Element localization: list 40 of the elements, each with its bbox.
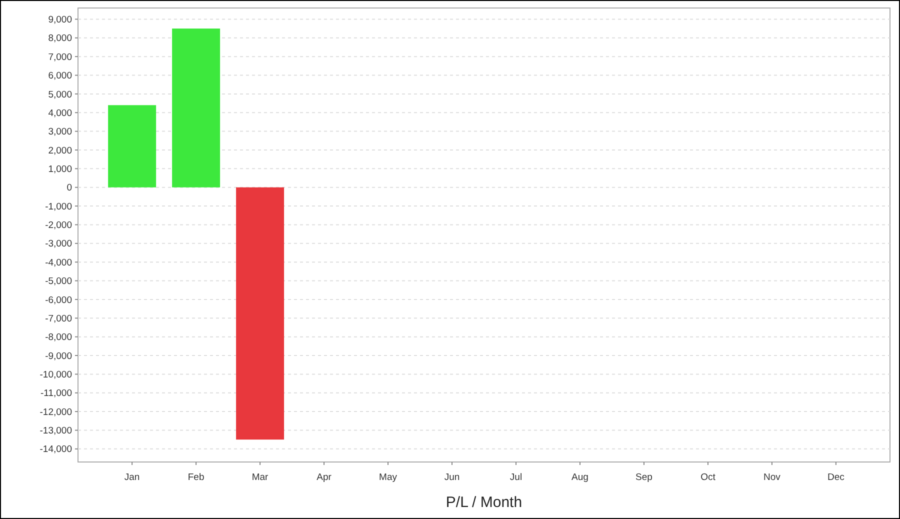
y-tick-label: -10,000 (40, 370, 72, 381)
y-tick-label: -9,000 (45, 350, 72, 362)
y-tick-label: 5,000 (48, 89, 72, 100)
x-axis-title: P/L / Month (446, 494, 522, 511)
x-tick-label: Feb (188, 472, 204, 483)
x-tick-label: Dec (827, 472, 845, 483)
x-tick-label: Mar (252, 472, 268, 483)
x-tick-label: Aug (572, 472, 588, 483)
x-tick-label: Nov (763, 472, 781, 483)
x-tick-label: Apr (316, 472, 332, 483)
y-tick-label: -6,000 (45, 294, 72, 306)
y-tick-label: -11,000 (40, 388, 72, 400)
y-tick-label: 1,000 (48, 164, 72, 175)
x-tick-label: Jul (510, 472, 522, 483)
x-tick-label: Jun (444, 472, 460, 483)
y-tick-label: 4,000 (48, 108, 72, 119)
y-tick-label: -1,000 (45, 201, 72, 212)
y-tick-label: -3,000 (45, 238, 72, 250)
y-tick-label: 9,000 (48, 14, 72, 26)
x-tick-label: Sep (636, 472, 652, 483)
y-tick-label: 0 (66, 182, 72, 194)
y-tick-label: 3,000 (48, 126, 72, 138)
y-tick-label: 2,000 (48, 145, 72, 156)
y-tick-label: 8,000 (48, 33, 72, 44)
y-tick-label: 6,000 (48, 70, 72, 82)
y-tick-label: 7,000 (48, 52, 72, 63)
x-tick-label: Oct (700, 472, 716, 483)
y-tick-label: -13,000 (40, 426, 72, 437)
y-tick-label: -7,000 (45, 313, 72, 324)
bar (236, 187, 284, 440)
x-tick-label: May (379, 472, 398, 483)
y-tick-label: -14,000 (40, 444, 72, 456)
y-tick-label: -8,000 (45, 332, 72, 344)
y-tick-label: -5,000 (45, 276, 72, 288)
y-tick-label: -2,000 (45, 220, 72, 232)
y-tick-label: -4,000 (45, 257, 72, 268)
bar (108, 105, 156, 188)
bar (172, 28, 220, 188)
y-tick-label: -12,000 (40, 406, 72, 418)
x-tick-label: Jan (124, 472, 140, 483)
